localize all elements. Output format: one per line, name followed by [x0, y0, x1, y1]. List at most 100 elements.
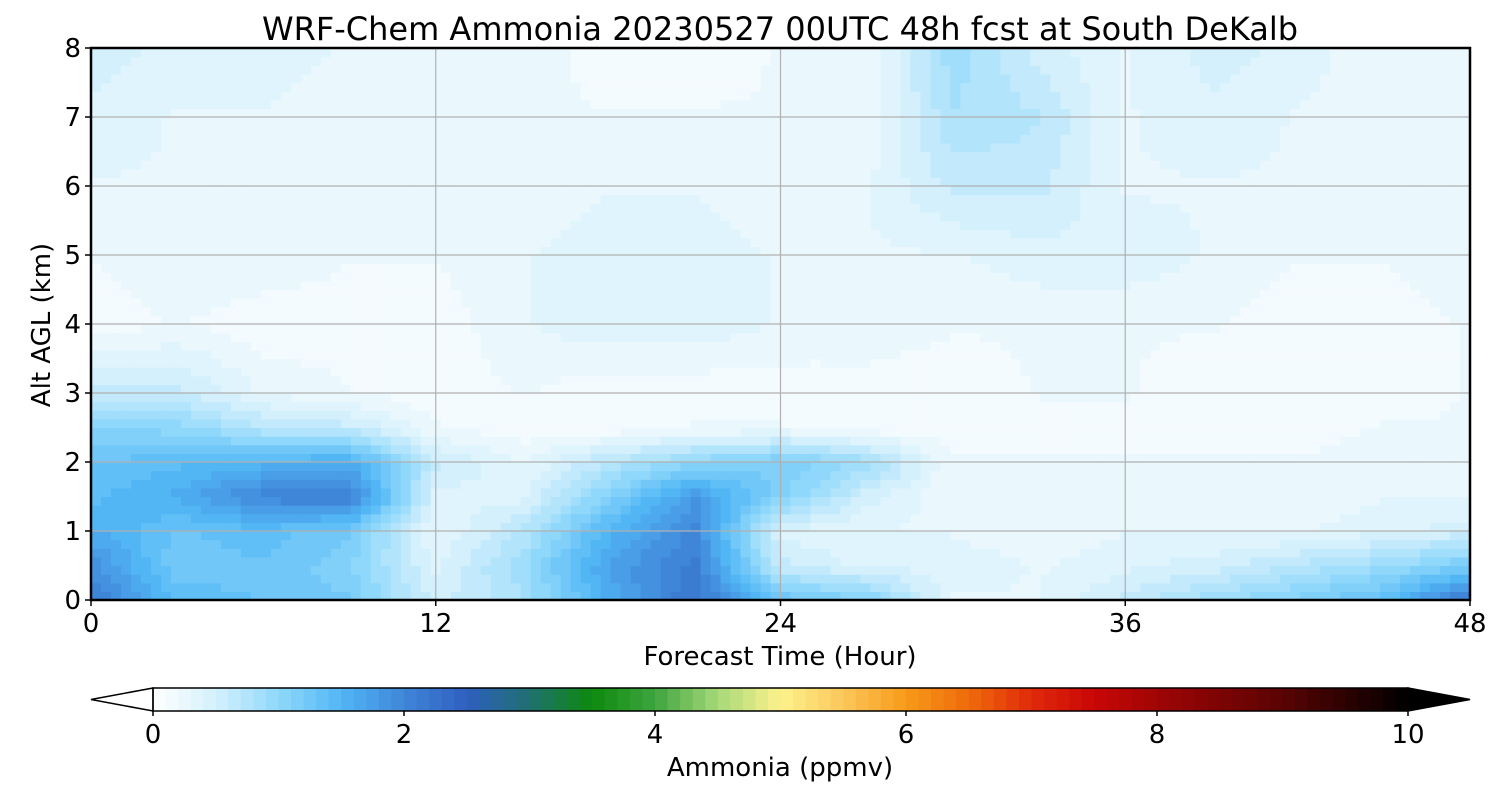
- field-cell: [210, 479, 222, 489]
- field-cell: [1150, 410, 1161, 420]
- field-cell: [1330, 453, 1341, 463]
- field-cell: [1240, 332, 1251, 342]
- field-cell: [510, 531, 522, 541]
- field-cell: [890, 505, 902, 515]
- field-cell: [1200, 565, 1211, 575]
- field-cell: [750, 556, 762, 567]
- field-cell: [320, 565, 332, 575]
- field-cell: [510, 436, 522, 446]
- field-cell: [190, 548, 202, 558]
- field-cell: [500, 367, 512, 377]
- field-cell: [390, 315, 402, 325]
- field-cell: [1320, 513, 1331, 523]
- field-cell: [870, 393, 882, 403]
- field-cell: [640, 358, 652, 368]
- field-cell: [370, 582, 382, 592]
- field-cell: [1070, 393, 1081, 403]
- field-cell: [400, 410, 412, 420]
- field-cell: [120, 332, 132, 342]
- field-cell: [240, 462, 252, 472]
- field-cell: [360, 582, 372, 592]
- field-cell: [290, 453, 302, 463]
- field-cell: [670, 367, 682, 377]
- field-cell: [280, 436, 292, 446]
- field-cell: [290, 306, 302, 316]
- field-cell: [490, 384, 502, 394]
- field-cell: [800, 444, 812, 454]
- field-cell: [1170, 470, 1181, 480]
- field-cell: [960, 375, 971, 385]
- field-cell: [1050, 410, 1061, 420]
- field-cell: [950, 522, 961, 532]
- field-cell: [780, 324, 792, 334]
- field-cell: [520, 548, 532, 558]
- field-cell: [570, 358, 582, 368]
- field-cell: [250, 462, 262, 472]
- field-cell: [970, 324, 981, 334]
- field-cell: [91, 582, 102, 592]
- field-cell: [410, 565, 422, 575]
- field-cell: [1040, 332, 1051, 342]
- field-cell: [400, 444, 412, 454]
- field-cell: [320, 427, 332, 437]
- field-cell: [390, 548, 402, 558]
- field-cell: [1250, 496, 1261, 506]
- field-cell: [220, 306, 232, 316]
- field-cell: [920, 582, 931, 592]
- field-cell: [830, 574, 842, 584]
- field-cell: [740, 522, 752, 532]
- field-cell: [1140, 496, 1151, 506]
- field-cell: [360, 565, 372, 575]
- field-cell: [870, 298, 882, 308]
- field-cell: [730, 332, 742, 342]
- field-cell: [710, 418, 722, 429]
- field-cell: [620, 358, 632, 368]
- field-cell: [540, 358, 552, 368]
- field-cell: [580, 367, 592, 377]
- field-cell: [530, 565, 542, 575]
- field-cell: [1140, 384, 1151, 394]
- field-cell: [120, 393, 132, 403]
- field-cell: [1350, 358, 1361, 368]
- field-cell: [730, 556, 742, 567]
- field-cell: [440, 289, 452, 299]
- field-cell: [210, 375, 222, 385]
- field-cell: [1050, 393, 1061, 403]
- field-cell: [150, 582, 162, 592]
- field-cell: [1340, 487, 1351, 498]
- field-cell: [580, 479, 592, 489]
- field-cell: [1280, 462, 1291, 472]
- field-cell: [560, 505, 572, 515]
- field-cell: [280, 556, 292, 567]
- field-cell: [630, 522, 642, 532]
- field-cell: [1260, 591, 1271, 601]
- field-cell: [1130, 410, 1141, 420]
- field-cell: [1390, 539, 1401, 549]
- field-cell: [1230, 306, 1241, 316]
- field-cell: [120, 436, 132, 446]
- field-cell: [1170, 444, 1181, 454]
- field-cell: [770, 324, 782, 334]
- field-cell: [1080, 548, 1091, 558]
- field-cell: [91, 289, 102, 299]
- field-cell: [580, 427, 592, 437]
- field-cell: [140, 401, 152, 411]
- field-cell: [680, 556, 692, 567]
- field-cell: [1080, 401, 1091, 411]
- field-cell: [770, 479, 782, 489]
- field-cell: [740, 462, 752, 472]
- field-cell: [310, 591, 322, 601]
- field-cell: [150, 349, 162, 360]
- field-cell: [1040, 539, 1051, 549]
- field-cell: [410, 496, 422, 506]
- field-cell: [1190, 556, 1201, 567]
- field-cell: [270, 574, 282, 584]
- field-cell: [420, 341, 432, 351]
- field-cell: [660, 358, 672, 368]
- field-cell: [330, 556, 342, 567]
- field-cell: [830, 298, 842, 308]
- field-cell: [1080, 574, 1091, 584]
- field-cell: [1340, 401, 1351, 411]
- field-cell: [340, 505, 352, 515]
- field-cell: [1100, 349, 1111, 360]
